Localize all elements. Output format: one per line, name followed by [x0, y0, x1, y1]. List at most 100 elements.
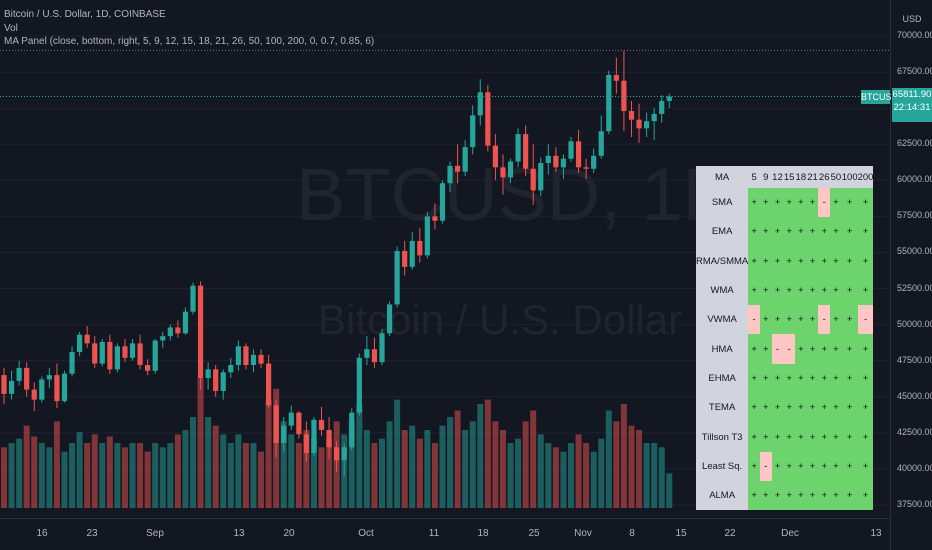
candle-body: [636, 119, 642, 129]
ma-signal-cell: +: [806, 334, 819, 364]
ma-signal-cell: +: [759, 246, 772, 276]
candle-body: [545, 155, 551, 163]
ma-row-label: RMA/SMMA: [696, 246, 749, 276]
ma-signal-cell: +: [783, 246, 795, 276]
volume-bar: [598, 438, 605, 508]
price-tick-label: 70000.00: [897, 30, 932, 40]
ma-signal-cell: +: [818, 422, 831, 452]
ma-period-header: 200: [857, 166, 874, 188]
volume-bar: [379, 438, 385, 508]
ma-row-label: TEMA: [696, 393, 749, 423]
ma-row: SMA + + + + + + - + + +: [696, 188, 874, 218]
volume-bar: [568, 443, 574, 508]
legend-symbol[interactable]: Bitcoin / U.S. Dollar, 1D, COINBASE: [4, 9, 166, 20]
ma-signal-cell: +: [748, 422, 760, 452]
ma-signal-cell: +: [841, 451, 858, 481]
bar-countdown: 22:14:31: [893, 102, 931, 113]
price-tick-label: 55000.00: [897, 246, 932, 257]
ma-signal-cell: +: [795, 188, 807, 218]
ma-signal-cell: +: [771, 275, 784, 306]
candle-body: [318, 419, 325, 430]
volume-bar: [416, 438, 423, 508]
candle-body: [220, 372, 226, 391]
volume-bar: [38, 443, 45, 508]
ma-row: EMA + + + + + + + + + +: [696, 217, 874, 247]
ma-signal-cell: +: [830, 275, 842, 306]
volume-bar: [401, 430, 408, 508]
ma-signal-cell: +: [857, 275, 874, 306]
ma-signal-cell: +: [783, 363, 795, 394]
volume-bar: [605, 410, 612, 508]
candle-body: [515, 134, 521, 162]
time-tick-label: Dec: [781, 528, 799, 539]
ma-row-label: Least Sq.: [696, 451, 749, 481]
ma-signal-cell: -: [818, 188, 831, 218]
ma-signal-cell: +: [857, 393, 874, 423]
candle-body: [175, 327, 181, 334]
ma-signal-cell: +: [795, 451, 807, 481]
ma-period-header: 9: [759, 166, 772, 188]
volume-bar: [220, 434, 227, 508]
ma-signal-cell: +: [771, 393, 784, 423]
price-tick-label: 45000.00: [897, 390, 932, 401]
ma-period-header: 12: [771, 166, 784, 188]
volume-bar: [326, 438, 333, 508]
ma-period-header: 5: [748, 166, 760, 188]
ma-signal-cell: +: [748, 217, 760, 247]
ma-signal-cell: +: [841, 393, 858, 423]
ma-signal-cell: +: [759, 363, 772, 394]
ma-signal-cell: +: [830, 480, 842, 511]
ma-signal-cell: +: [795, 334, 807, 364]
candle-body: [417, 240, 423, 256]
ma-signal-cell: -: [857, 305, 874, 335]
ma-signal-cell: +: [857, 451, 874, 481]
ma-signal-cell: +: [830, 393, 842, 423]
volume-bar: [295, 443, 302, 508]
volume-bar: [1, 447, 7, 508]
candle-body: [500, 167, 506, 178]
volume-bar: [386, 421, 393, 508]
ma-signal-cell: +: [841, 275, 858, 306]
candle-body: [439, 183, 446, 221]
volume-bar: [658, 447, 665, 508]
volume-bar: [484, 399, 491, 508]
ma-signal-cell: +: [771, 363, 784, 394]
ma-signal-cell: +: [759, 480, 772, 511]
ma-signal-cell: +: [806, 480, 819, 511]
candle-body: [24, 367, 30, 390]
volume-bar: [499, 430, 506, 508]
volume-bar: [462, 430, 469, 508]
candle-body: [137, 343, 143, 366]
ma-period-header: 21: [806, 166, 819, 188]
candle-body: [424, 216, 430, 256]
ma-signal-cell: +: [818, 334, 831, 364]
watermark-name: Bitcoin / U.S. Dollar: [318, 296, 683, 343]
ma-signal-cell: +: [818, 246, 831, 276]
volume-bar: [560, 451, 567, 508]
ma-signal-cell: +: [830, 246, 842, 276]
ma-row-label: ALMA: [696, 480, 749, 511]
legend-ma-panel[interactable]: MA Panel (close, bottom, right, 5, 9, 12…: [4, 36, 375, 47]
candle-body: [182, 311, 189, 334]
ma-signal-cell: +: [818, 451, 831, 481]
price-tick-label: 57500.00: [897, 210, 932, 221]
ma-signal-cell: +: [830, 422, 842, 452]
ma-signal-cell: +: [857, 363, 874, 394]
volume-bar: [545, 443, 552, 508]
ma-panel-corner: MA: [696, 166, 749, 188]
volume-bar: [356, 404, 363, 508]
volume-bar: [212, 425, 219, 508]
ma-signal-cell: -: [759, 451, 772, 481]
ma-signal-cell: +: [841, 334, 858, 364]
legend-volume[interactable]: Vol: [4, 22, 18, 34]
volume-bar: [190, 417, 196, 508]
candle-body: [213, 369, 219, 391]
ma-signal-cell: +: [759, 334, 772, 364]
volume-bar: [348, 421, 355, 508]
candle-body: [613, 74, 619, 81]
ma-signal-cell: +: [806, 188, 819, 218]
ma-signal-cell: +: [771, 305, 784, 335]
candle-body: [243, 346, 249, 366]
candle-body: [402, 251, 408, 267]
candle-body: [258, 354, 264, 364]
